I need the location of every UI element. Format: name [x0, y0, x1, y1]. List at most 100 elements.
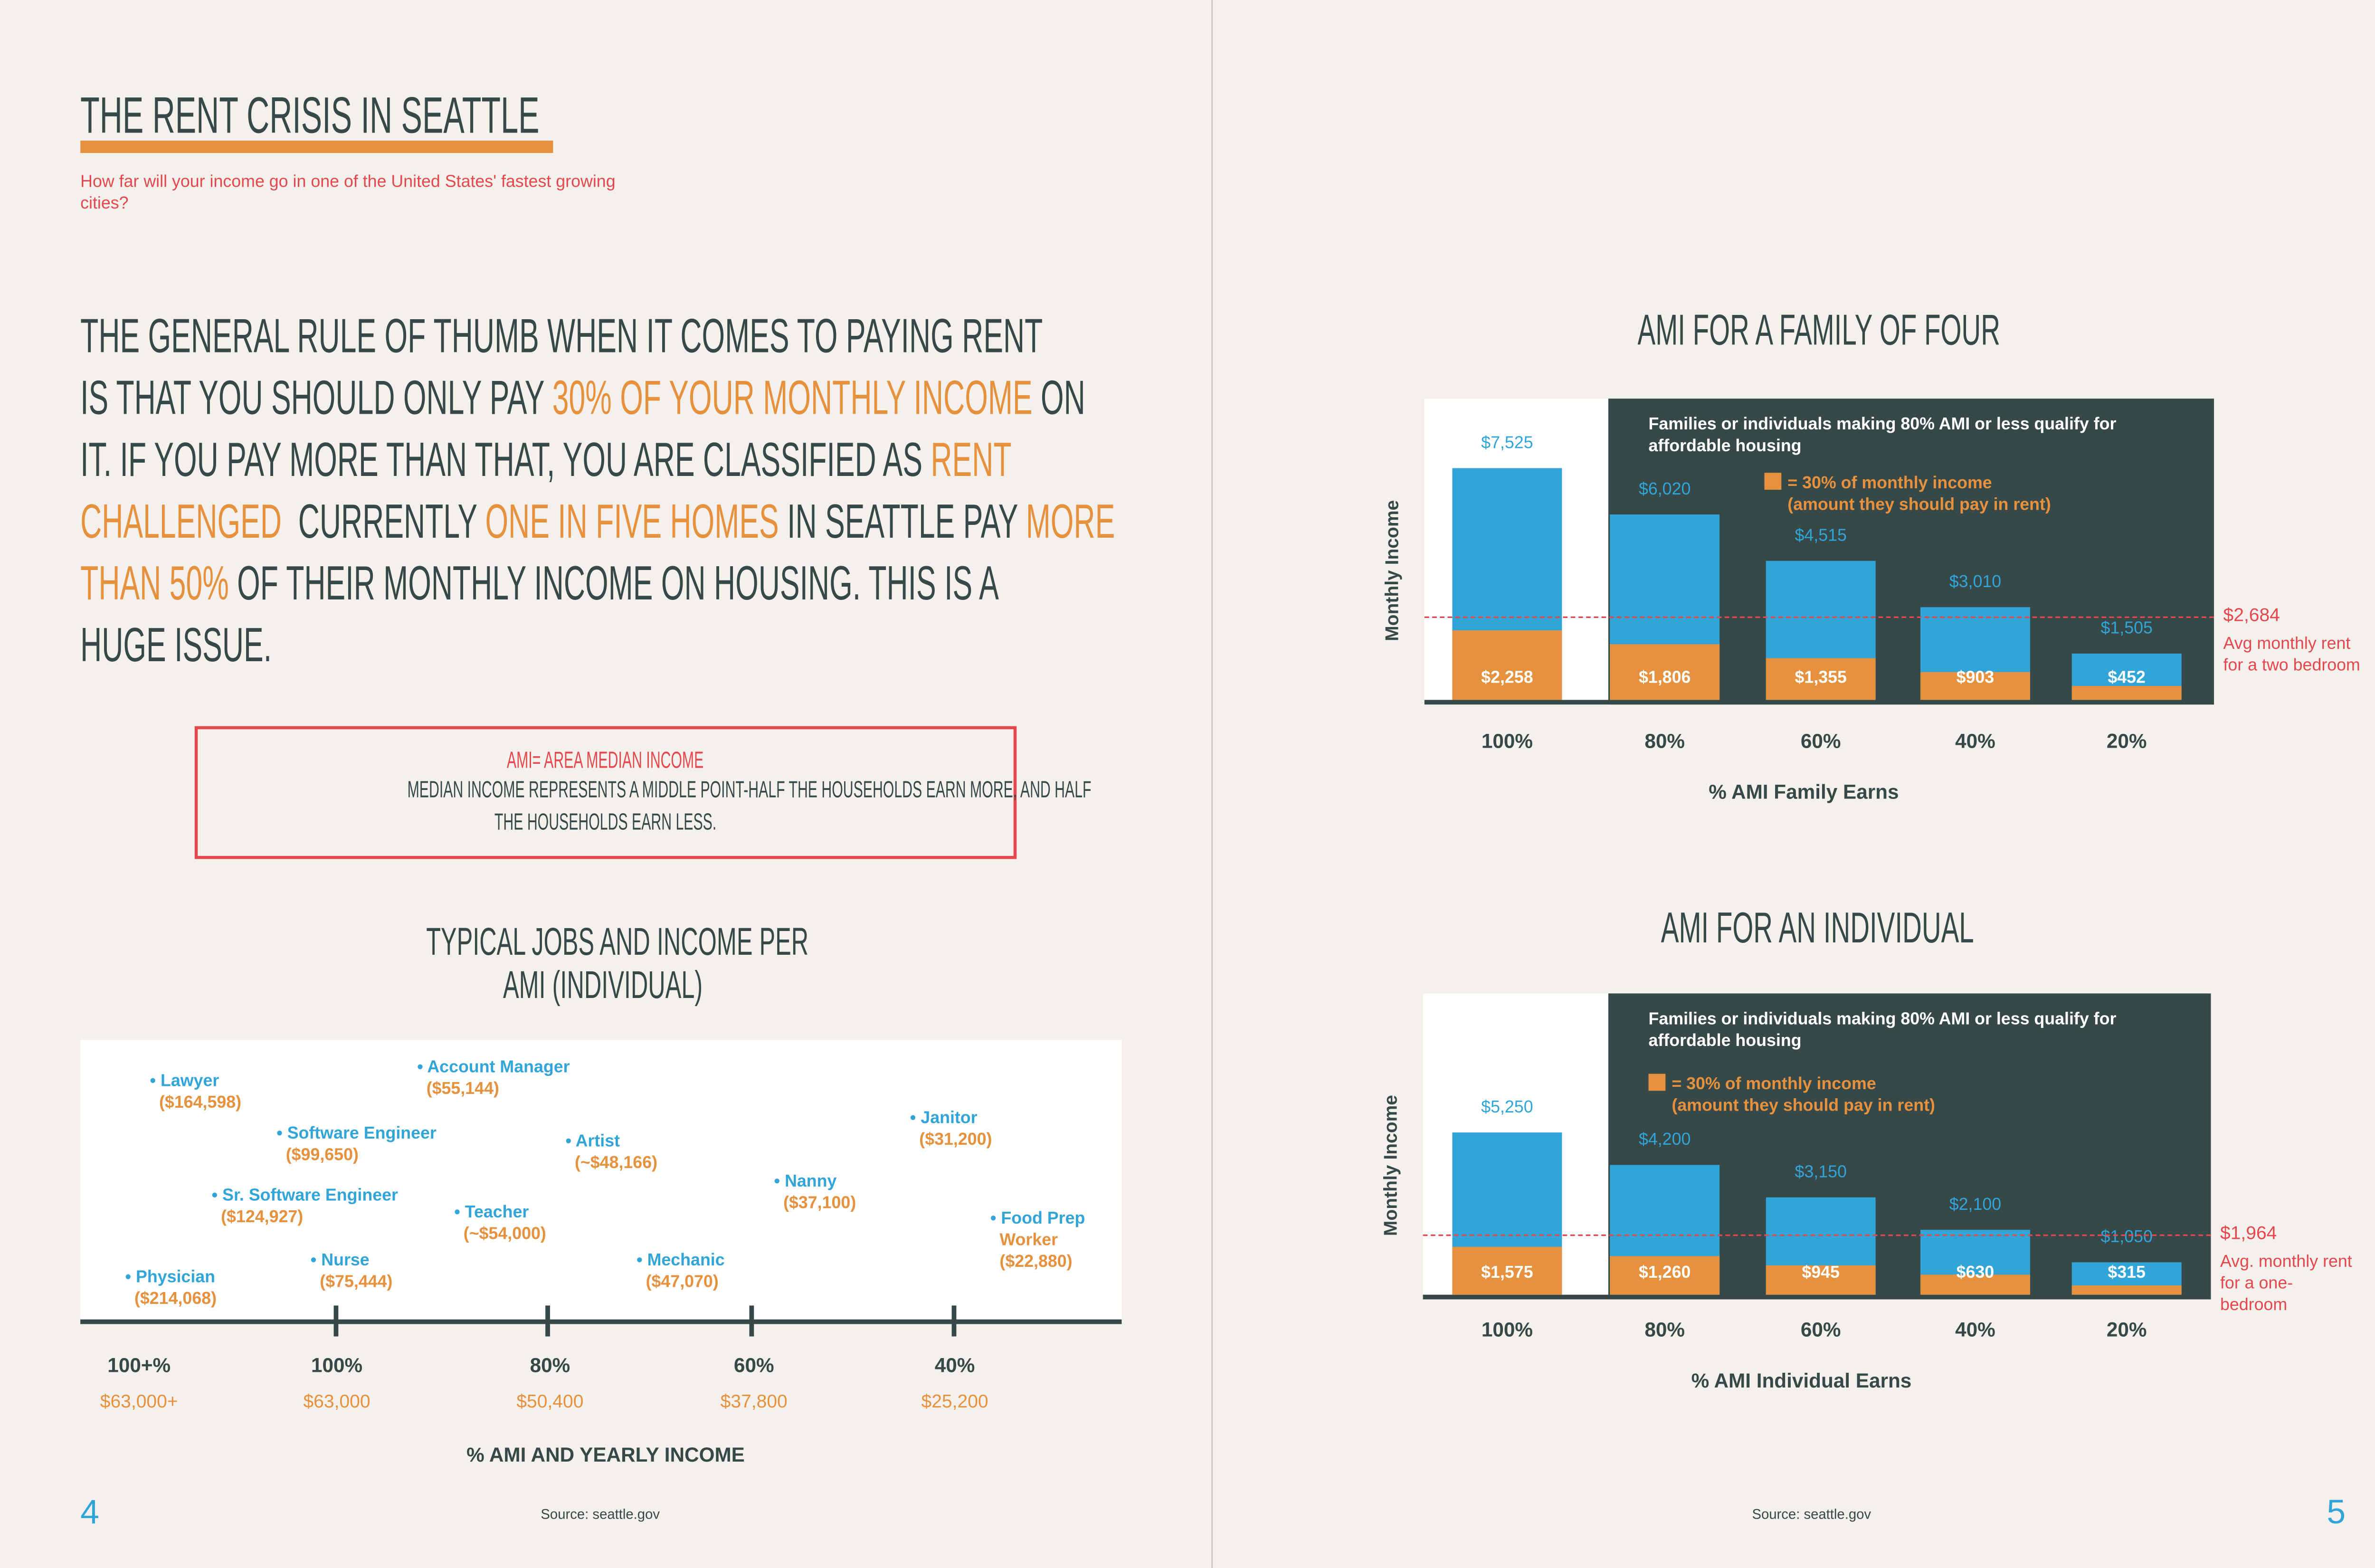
- ami-axis-line: [80, 1319, 1122, 1324]
- ami-heading: AMI= AREA MEDIAN INCOME: [507, 748, 704, 774]
- income-value-label: $7,525: [1481, 433, 1533, 452]
- ami-text-line2: THE HOUSEHOLDS EARN LESS.: [494, 809, 717, 836]
- paragraph-line: CHALLENGED CURRENTLY ONE IN FIVE HOMES I…: [80, 491, 1749, 553]
- affordable-note: Families or individuals making 80% AMI o…: [1648, 415, 2117, 456]
- category-label: 40%: [1955, 1318, 1995, 1341]
- rent-bar: [1920, 672, 2030, 700]
- job-sr-software-engineer: Sr. Software Engineer($124,927): [212, 1185, 398, 1228]
- rent-value-label: $1,806: [1638, 669, 1691, 688]
- page-divider: [1211, 0, 1213, 1568]
- rent-bar: [1920, 1275, 2030, 1295]
- y-axis-label: Monthly Income: [1379, 1094, 1402, 1236]
- job-nurse: Nurse($75,444): [311, 1250, 392, 1293]
- category-label: 100%: [1481, 1318, 1533, 1341]
- x-axis-label: % AMI Family Earns: [1709, 780, 1899, 804]
- jobs-chart-area: [80, 1039, 1122, 1323]
- chart-title: AMI FOR A FAMILY OF FOUR: [1638, 306, 2001, 354]
- rent-bar: [1610, 1255, 1720, 1295]
- job-physician: Physician($214,068): [125, 1267, 217, 1310]
- axis-tick: [749, 1305, 754, 1337]
- income-value-label: $5,250: [1481, 1098, 1533, 1117]
- category-label: 100%: [1481, 729, 1533, 753]
- rent-bar: [1452, 1246, 1562, 1295]
- page-number-right: 5: [2327, 1492, 2346, 1531]
- paragraph-line: HUGE ISSUE.: [80, 615, 1749, 677]
- paragraph-line: THE GENERAL RULE OF THUMB WHEN IT COMES …: [80, 306, 1749, 368]
- ami-income-label: $25,200: [921, 1390, 988, 1412]
- rent-value-label: $452: [2108, 669, 2146, 688]
- paragraph-text: THE GENERAL RULE OF THUMB WHEN IT COMES …: [80, 309, 1043, 363]
- category-label: 80%: [1644, 1318, 1685, 1341]
- highlighted-text: RENT: [931, 432, 1012, 487]
- axis-tick: [545, 1305, 550, 1337]
- ami-level-label: 100+%: [107, 1353, 171, 1377]
- category-label: 40%: [1955, 729, 1995, 753]
- income-value-label: $4,515: [1795, 526, 1847, 545]
- income-value-label: $2,100: [1949, 1196, 2002, 1215]
- source-right: Source: seattle.gov: [1752, 1506, 1872, 1522]
- income-value-label: $4,200: [1638, 1131, 1691, 1150]
- highlighted-text: CHALLENGED: [80, 494, 282, 549]
- category-label: 60%: [1800, 1318, 1841, 1341]
- bar: [1920, 1230, 2030, 1295]
- paragraph-text: IT. IF YOU PAY MORE THAN THAT, YOU ARE C…: [80, 432, 931, 487]
- job-account-manager: Account Manager($55,144): [417, 1057, 570, 1100]
- intro-paragraph: THE GENERAL RULE OF THUMB WHEN IT COMES …: [80, 306, 1749, 677]
- highlighted-text: THAN 50%: [80, 556, 229, 610]
- x-axis-baseline: [1424, 700, 2214, 705]
- paragraph-line: IT. IF YOU PAY MORE THAN THAT, YOU ARE C…: [80, 429, 1749, 491]
- rent-bar: [1766, 1265, 1876, 1295]
- legend-swatch: [1648, 1074, 1666, 1091]
- page-number-left: 4: [80, 1492, 99, 1531]
- job-artist: Artist(~$48,166): [565, 1131, 657, 1174]
- x-axis-baseline: [1423, 1294, 2211, 1300]
- highlighted-text: ONE IN FIVE HOMES: [485, 494, 779, 549]
- rent-bar: [2071, 1285, 2182, 1295]
- ami-level-label: 60%: [733, 1353, 774, 1377]
- income-value-label: $6,020: [1638, 480, 1691, 499]
- bar: [1610, 1165, 1720, 1295]
- y-axis-label: Monthly Income: [1381, 500, 1403, 641]
- ami-income-label: $63,000: [303, 1390, 370, 1412]
- paragraph-text: HUGE ISSUE.: [80, 618, 272, 672]
- rent-value-label: $1,355: [1795, 669, 1847, 688]
- jobs-chart-title: TYPICAL JOBS AND INCOME PER AMI (INDIVID…: [426, 921, 809, 1007]
- bar: [1610, 513, 1720, 700]
- job-teacher: Teacher(~$54,000): [454, 1202, 546, 1245]
- paragraph-text: OF THEIR MONTHLY INCOME ON HOUSING. THIS…: [228, 556, 999, 610]
- rent-value-label: $1,260: [1638, 1264, 1691, 1283]
- paragraph-text: IS THAT YOU SHOULD ONLY PAY: [80, 371, 552, 425]
- category-label: 60%: [1800, 729, 1841, 753]
- paragraph-text: IN SEATTLE PAY: [779, 494, 1026, 549]
- axis-tick: [333, 1305, 339, 1337]
- ami-income-label: $63,000+: [100, 1390, 178, 1412]
- job-janitor: Janitor($31,200): [910, 1108, 992, 1151]
- axis-tick: [951, 1305, 957, 1337]
- rent-value-label: $1,575: [1481, 1264, 1533, 1283]
- job-software-engineer: Software Engineer($99,650): [276, 1123, 437, 1167]
- rent-value-label: $903: [1956, 669, 1995, 688]
- category-label: 20%: [2106, 1318, 2147, 1341]
- category-label: 80%: [1644, 729, 1685, 753]
- ami-income-label: $37,800: [720, 1390, 788, 1412]
- job-nanny: Nanny($37,100): [774, 1171, 856, 1214]
- rent-value-label: $315: [2108, 1264, 2146, 1283]
- source-left: Source: seattle.gov: [541, 1506, 660, 1522]
- avg-rent-note: Avg monthly rent for a two bedroom: [2223, 635, 2360, 676]
- legend: = 30% of monthly income (amount they shou…: [1648, 1074, 1935, 1117]
- affordable-note: Families or individuals making 80% AMI o…: [1648, 1010, 2117, 1051]
- bar: [1766, 560, 1876, 700]
- avg-rent-value: $2,684: [2223, 604, 2280, 627]
- rent-value-label: $2,258: [1481, 669, 1533, 688]
- income-value-label: $3,010: [1949, 573, 2002, 592]
- ami-definition-box: AMI= AREA MEDIAN INCOME MEDIAN INCOME RE…: [194, 726, 1092, 859]
- bar: [1452, 1132, 1562, 1295]
- paragraph-line: IS THAT YOU SHOULD ONLY PAY 30% OF YOUR …: [80, 368, 1749, 429]
- income-value-label: $1,505: [2100, 619, 2153, 638]
- ami-income-label: $50,400: [516, 1390, 584, 1412]
- chart-title: AMI FOR AN INDIVIDUAL: [1660, 903, 1974, 952]
- paragraph-line: THAN 50% OF THEIR MONTHLY INCOME ON HOUS…: [80, 553, 1749, 615]
- rent-bar: [1452, 630, 1562, 700]
- page-title: THE RENT CRISIS IN SEATTLE: [80, 86, 540, 144]
